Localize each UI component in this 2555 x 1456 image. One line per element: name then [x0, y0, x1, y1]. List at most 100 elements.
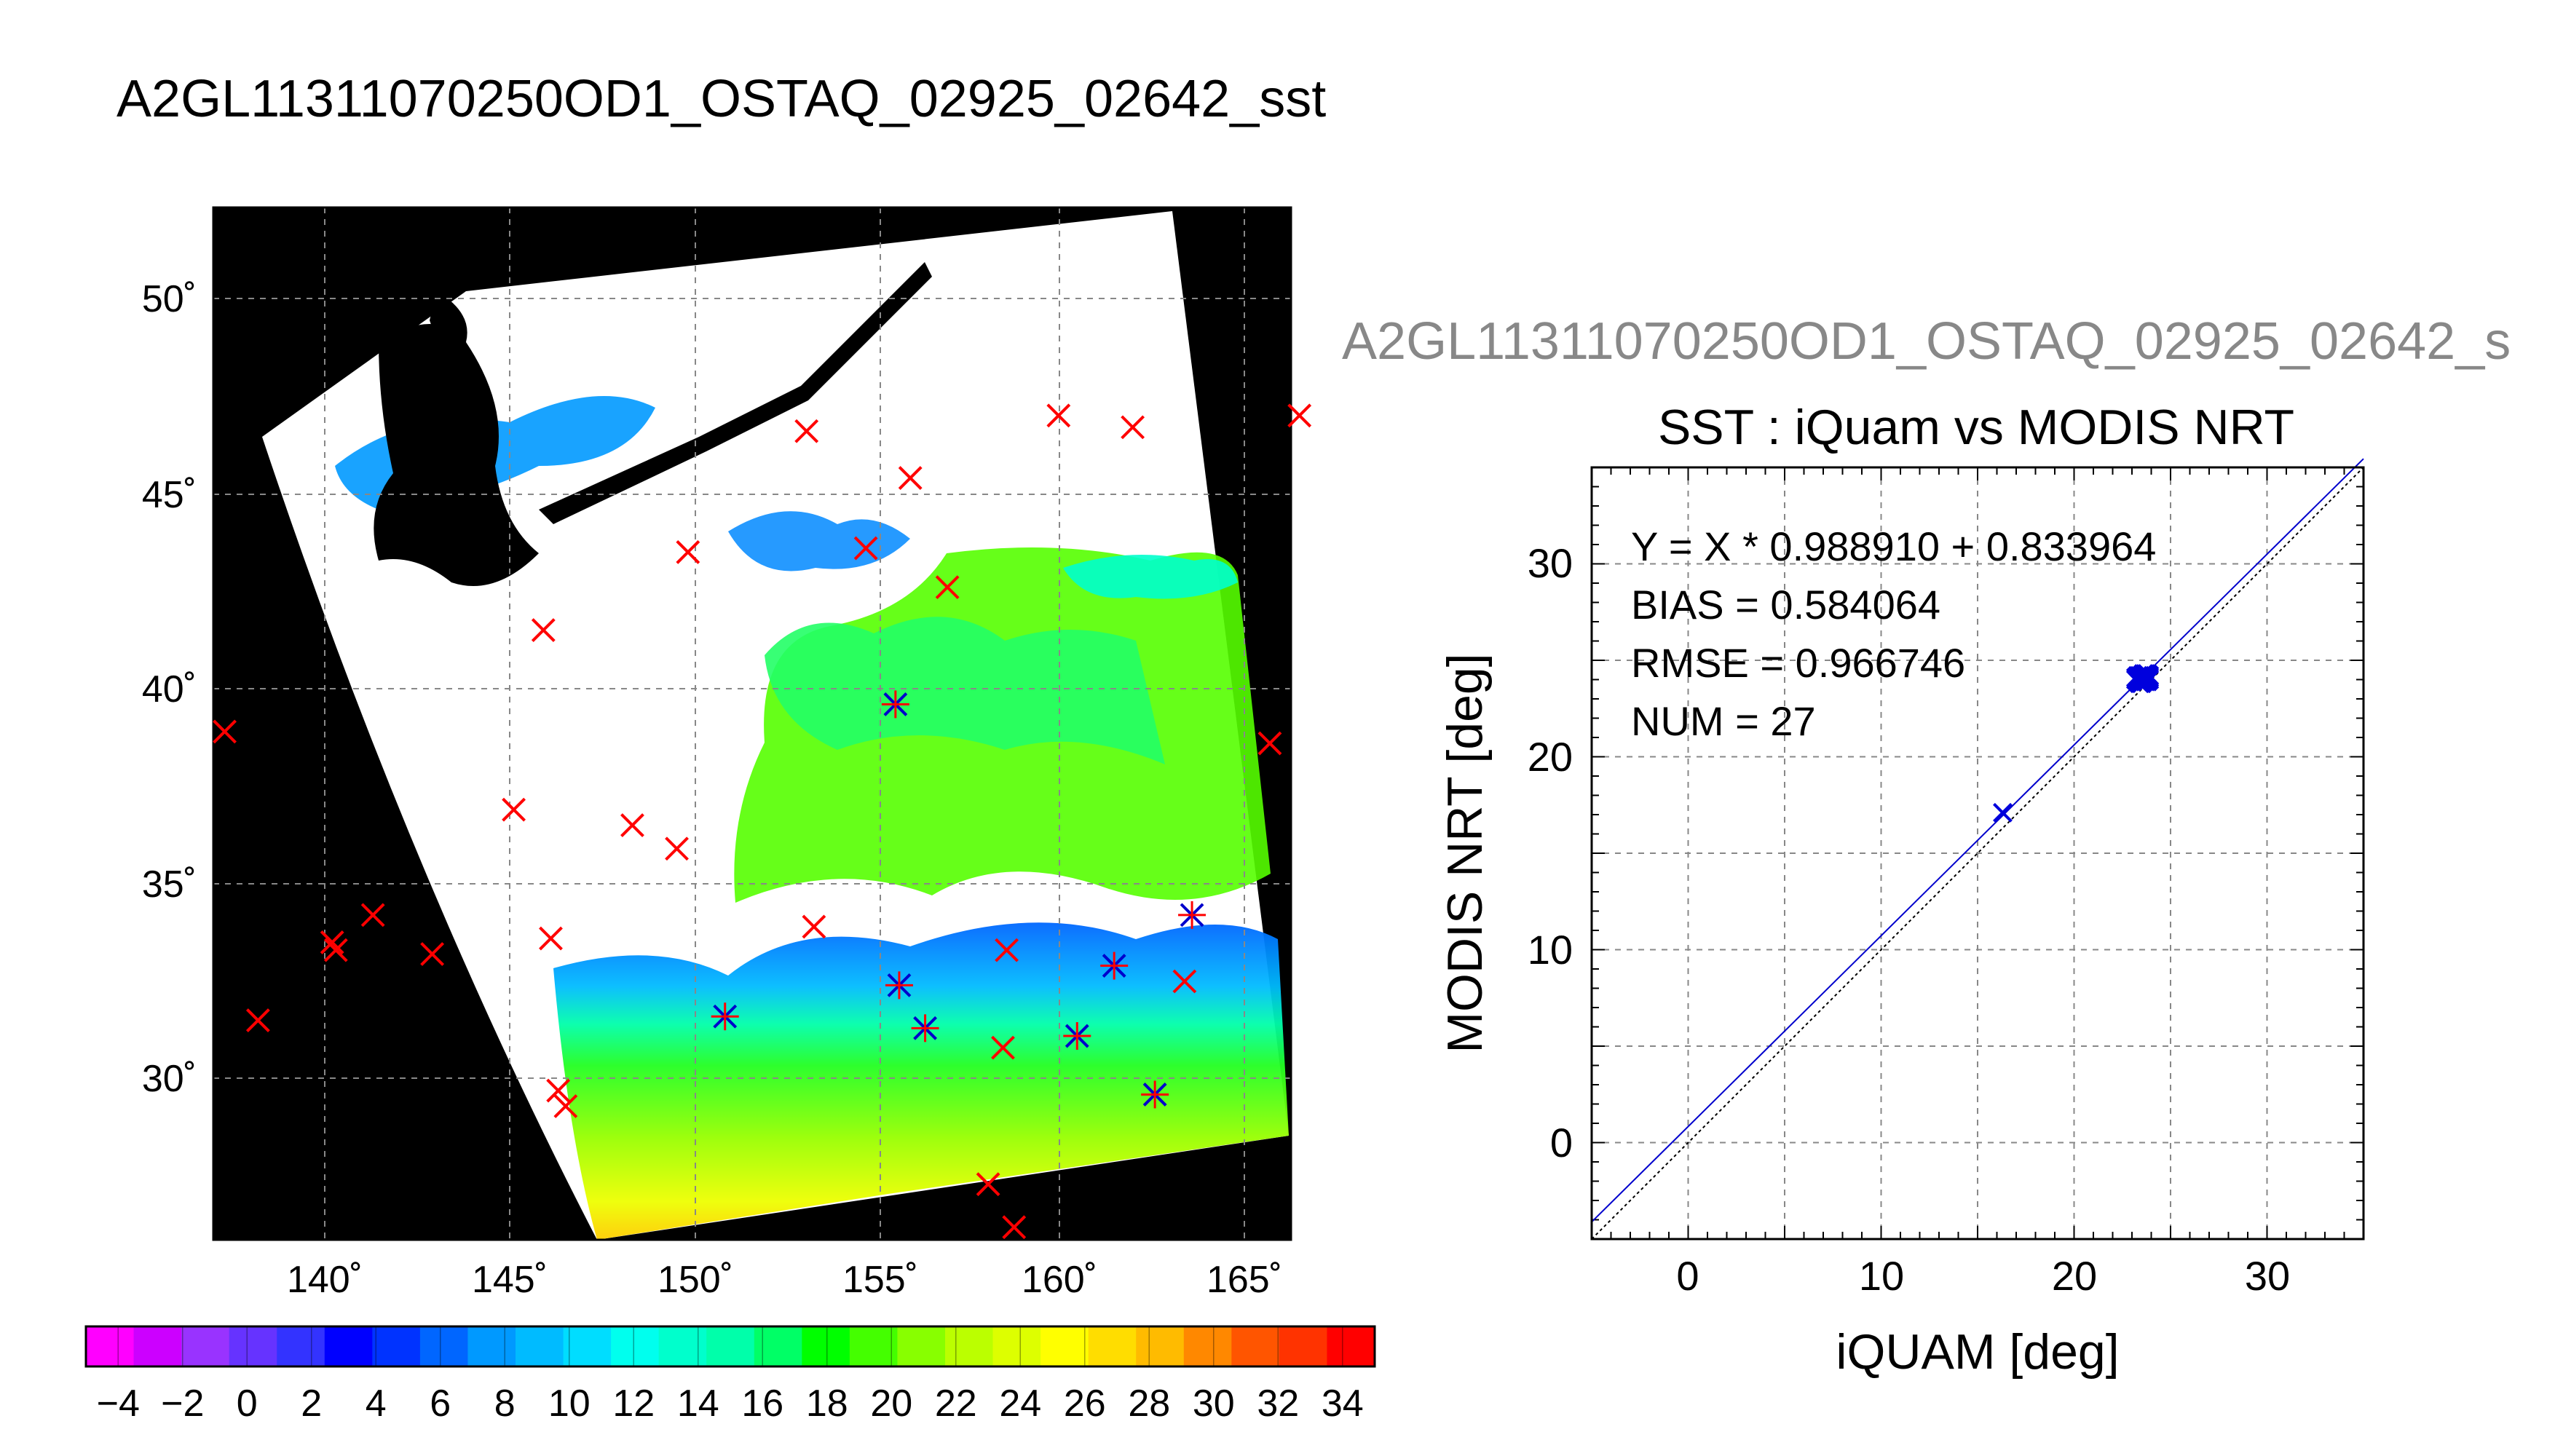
stat-num: NUM = 27: [1631, 698, 1816, 744]
map-marker: [1100, 951, 1129, 980]
colorbar-cell: [419, 1326, 468, 1366]
colorbar-cell: [611, 1326, 660, 1366]
map-marker: [531, 618, 556, 643]
x-tick-0: 0: [1676, 1253, 1699, 1299]
land-kurils: [539, 262, 932, 524]
map-marker: [995, 938, 1019, 962]
colorbar-cell: [945, 1326, 994, 1366]
colorbar-cell: [467, 1326, 516, 1366]
map-marker: [1141, 1080, 1169, 1109]
sst-map: 140˚ 145˚ 150˚ 155˚ 160˚ 165˚ 50˚ 45˚ 40…: [142, 206, 1312, 1301]
scatter-point: [2130, 670, 2150, 689]
map-grid: [213, 207, 1291, 1240]
lon-tick-150: 150˚: [657, 1259, 733, 1301]
map-marker: [245, 1008, 270, 1033]
land-hokkaido: [374, 324, 539, 586]
map-marker: [911, 1014, 939, 1042]
map-marker: [1121, 415, 1145, 440]
stat-bias: BIAS = 0.584064: [1631, 582, 1940, 628]
y-axis-label: MODIS NRT [deg]: [1437, 653, 1493, 1053]
colorbar-cell: [1279, 1326, 1327, 1366]
map-marker: [853, 536, 878, 561]
colorbar-cell: [277, 1326, 325, 1366]
scatter-point: [1993, 802, 2013, 823]
map-marker: [711, 1002, 739, 1031]
colorbar-cell: [706, 1326, 755, 1366]
sst-field-kuril: [728, 511, 910, 571]
scatter-header: A2GL11311070250OD1_OSTAQ_02925_02642_s: [1342, 312, 2511, 371]
map-marker: [1002, 1215, 1027, 1240]
lon-tick-165: 165˚: [1207, 1259, 1282, 1301]
colorbar-tick-label: 10: [548, 1382, 591, 1425]
stat-rmse: RMSE = 0.966746: [1631, 640, 1965, 686]
scatter-points: [1993, 664, 2160, 823]
colorbar-labels: −4 −2 0 2 4 6 8 10 12 14 16 18 20 22 24 26 28 30 32 34: [97, 1382, 1364, 1425]
colorbar-tick-label: 8: [494, 1382, 516, 1425]
x-tick-30: 30: [2245, 1253, 2290, 1299]
y-tick-30: 30: [1528, 540, 1573, 586]
colorbar-tick-label: 14: [677, 1382, 719, 1425]
colorbar-cell: [754, 1326, 802, 1366]
page-title: A2GL11311070250OD1_OSTAQ_02925_02642_sst: [117, 70, 1326, 128]
map-marker: [1172, 969, 1197, 994]
map-marker: [620, 813, 644, 838]
colorbar-cell: [802, 1326, 850, 1366]
map-marker: [546, 1078, 571, 1103]
lon-tick-140: 140˚: [287, 1259, 363, 1301]
colorbar-cell: [1040, 1326, 1089, 1366]
map-marker: [1063, 1022, 1091, 1051]
colorbar-cell: [658, 1326, 707, 1366]
colorbar-tick-label: 2: [301, 1382, 322, 1425]
scatter-frame: [1590, 466, 2365, 1241]
map-marker: [553, 1094, 578, 1118]
colorbar-cell: [1231, 1326, 1280, 1366]
colorbar-tick-label: 18: [806, 1382, 848, 1425]
map-frame: [212, 206, 1292, 1241]
y-tick-20: 20: [1528, 734, 1573, 780]
colorbar-tick-label: 12: [612, 1382, 655, 1425]
colorbar-cell: [181, 1326, 230, 1366]
map-marker: [1287, 403, 1312, 428]
colorbar-tick-label: 0: [237, 1382, 258, 1425]
colorbar-cell: [372, 1326, 421, 1366]
colorbar-tick-label: 20: [870, 1382, 912, 1425]
map-marker: [320, 930, 344, 954]
colorbar-frame: [84, 1325, 1376, 1368]
lat-tick-30: 30˚: [142, 1058, 197, 1100]
map-marker: [360, 903, 385, 927]
colorbar-cell: [1088, 1326, 1137, 1366]
lat-tick-40: 40˚: [142, 668, 197, 711]
scatter-lines: [1591, 458, 2364, 1240]
map-marker: [881, 690, 909, 719]
lat-tick-50: 50˚: [142, 278, 197, 320]
lat-tick-35: 35˚: [142, 863, 197, 906]
land-sakhalin: [430, 291, 467, 349]
map-marker: [665, 836, 689, 861]
colorbar-tick-label: 26: [1064, 1382, 1106, 1425]
map-marker: [802, 914, 826, 939]
scatter-plot: Y = X * 0.988910 + 0.833964 BIAS = 0.584…: [1437, 458, 2365, 1380]
map-marker: [676, 539, 700, 564]
scatter-grid: [1592, 467, 2364, 1239]
lon-tick-155: 155˚: [842, 1259, 918, 1301]
map-marker: [991, 1035, 1015, 1060]
colorbar-cell: [516, 1326, 564, 1366]
colorbar-cell: [133, 1326, 182, 1366]
map-marker: [1257, 731, 1282, 756]
sst-field-south: [553, 922, 1289, 1240]
colorbar-cell: [1136, 1326, 1185, 1366]
colorbar-tick-label: 28: [1128, 1382, 1170, 1425]
map-marker: [885, 971, 913, 1000]
map-marker: [502, 797, 526, 822]
colorbar-cell: [1183, 1326, 1232, 1366]
map-marker: [1046, 403, 1071, 428]
y-tick-0: 0: [1550, 1120, 1573, 1166]
x-tick-20: 20: [2052, 1253, 2097, 1299]
x-tick-10: 10: [1859, 1253, 1904, 1299]
scatter-title: SST : iQuam vs MODIS NRT: [1658, 400, 2294, 455]
colorbar-tick-label: −4: [97, 1382, 140, 1425]
colorbar-tick-label: 4: [366, 1382, 387, 1425]
colorbar-tick-label: 32: [1257, 1382, 1299, 1425]
lon-tick-160: 160˚: [1022, 1259, 1097, 1301]
